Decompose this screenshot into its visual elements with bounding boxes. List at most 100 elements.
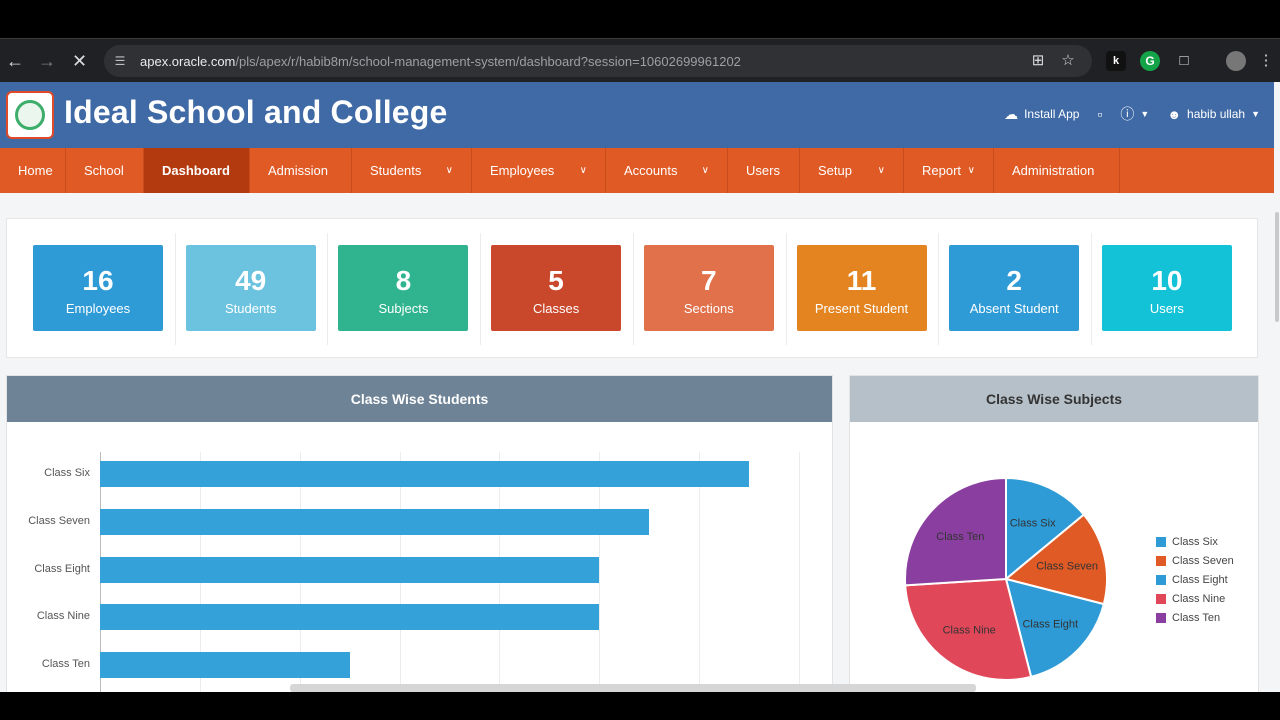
address-bar[interactable]: apex.oracle.com/pls/apex/r/habib8m/schoo…	[104, 45, 1092, 77]
stat-label: Absent Student	[969, 301, 1059, 316]
pie-slice-class-seven[interactable]	[1003, 513, 1108, 606]
bar-category-label: Class Nine	[36, 610, 90, 623]
menu-item-report[interactable]: Report ∨	[904, 148, 994, 193]
install-app-button[interactable]: ☁ Install App	[1004, 106, 1079, 123]
menu-item-home[interactable]: Home	[0, 148, 66, 193]
panel-title: Class Wise Students	[7, 376, 832, 422]
site-title[interactable]: Ideal School and College	[64, 94, 448, 130]
legend-swatch	[1156, 537, 1166, 547]
chevron-down-icon: ▼	[1140, 109, 1150, 119]
legend-item-class-six[interactable]: Class Six	[1156, 536, 1218, 548]
scrollbar-thumb[interactable]	[1275, 212, 1279, 322]
back-icon[interactable]: ←	[6, 50, 24, 71]
chevron-down-icon: ∨	[701, 165, 709, 176]
menu-item-label: Report	[922, 163, 962, 178]
gridline	[799, 452, 800, 692]
tile-divider	[174, 233, 176, 345]
legend-swatch	[1156, 613, 1166, 623]
pie-slice-class-six[interactable]	[1005, 476, 1086, 582]
bar-class-eight[interactable]	[100, 556, 600, 583]
bar-class-six[interactable]	[100, 461, 750, 487]
help-icon: ⓘ	[1120, 106, 1135, 122]
chat-icon[interactable]: ▫	[1097, 106, 1103, 122]
tile-divider	[632, 233, 634, 345]
install-app-label: Install App	[1024, 107, 1080, 121]
gridline	[599, 452, 601, 692]
stat-label: Users	[1149, 301, 1184, 316]
star-icon[interactable]: ☆	[1061, 52, 1075, 69]
menu-item-employees[interactable]: Employees ∨	[472, 148, 606, 193]
legend-swatch	[1156, 575, 1166, 585]
menu-item-accounts[interactable]: Accounts ∨	[606, 148, 728, 193]
stat-tile-users[interactable]: 10 Users	[1101, 245, 1232, 331]
extension-icon[interactable]: k	[1106, 51, 1126, 71]
stats-region: 16 Employees 49 Students 8 Subjects 5 Classes 7 S…	[6, 218, 1258, 358]
stat-tile-sections[interactable]: 7 Sections	[643, 245, 774, 331]
site-info-icon[interactable]: ☰	[114, 54, 126, 68]
menu-item-school[interactable]: School	[66, 148, 144, 193]
forward-icon[interactable]: →	[38, 50, 56, 71]
menu-item-students[interactable]: Students ∨	[352, 148, 472, 193]
stat-tile-subjects[interactable]: 8 Subjects	[338, 245, 469, 331]
install-icon[interactable]: ⊞	[1031, 52, 1045, 69]
chevron-down-icon: ∨	[579, 165, 587, 176]
pie-slice-label: Class Nine	[943, 625, 996, 637]
user-menu[interactable]: ☻ habib ullah ▼	[1167, 107, 1260, 122]
vertical-scrollbar[interactable]	[1274, 82, 1280, 692]
pie-slice-class-eight[interactable]	[1004, 577, 1106, 679]
menu-item-dashboard[interactable]: Dashboard	[144, 148, 250, 193]
pie-slice-label: Class Six	[1010, 517, 1056, 529]
chevron-down-icon: ∨	[967, 165, 975, 176]
url-host: apex.oracle.com	[140, 53, 236, 69]
stat-label: Subjects	[378, 301, 429, 316]
stat-value: 16	[82, 265, 114, 296]
menu-item-label: Students	[370, 163, 422, 178]
legend-item-class-nine[interactable]: Class Nine	[1156, 593, 1225, 605]
profile-icon[interactable]	[1226, 51, 1246, 71]
user-name: habib ullah	[1187, 107, 1246, 121]
pie-chart: Class Six Class Seven Class Eight Class Nin…	[904, 476, 1108, 681]
bar-class-nine[interactable]	[100, 604, 600, 631]
stat-value: 49	[235, 265, 267, 296]
chevron-down-icon: ▼	[1251, 109, 1260, 119]
menu-item-label: Setup	[818, 163, 852, 178]
menu-item-admission[interactable]: Admission	[250, 148, 352, 193]
menu-item-label: Employees	[490, 163, 555, 178]
bar-chart: Class Six Class Seven Class Eight Class Nin…	[7, 422, 834, 692]
header-actions: ☁ Install App ▫ ⓘ ▼ ☻ habib ullah ▼	[1004, 104, 1260, 124]
menu-item-users[interactable]: Users	[728, 148, 800, 193]
stat-label: Employees	[65, 301, 131, 316]
menu-icon[interactable]: ⋮	[1258, 52, 1274, 69]
pie-slice-class-ten[interactable]	[904, 476, 1007, 587]
tile-divider	[1090, 233, 1092, 345]
stat-tile-present-student[interactable]: 11 Present Student	[796, 245, 927, 331]
chevron-down-icon: ∨	[445, 165, 453, 176]
puzzle-icon[interactable]: □	[1179, 52, 1189, 69]
legend-item-class-seven[interactable]: Class Seven	[1156, 555, 1234, 567]
main-menu: Home School Dashboard Admission Students ∨ Emp…	[0, 148, 1280, 193]
gridline	[699, 452, 701, 692]
stop-icon[interactable]: ✕	[72, 50, 88, 71]
pie-slice-class-nine[interactable]	[904, 577, 1033, 681]
menu-item-setup[interactable]: Setup ∨	[800, 148, 904, 193]
user-icon: ☻	[1167, 106, 1182, 122]
stat-tile-students[interactable]: 49 Students	[185, 245, 316, 331]
grammarly-icon[interactable]: G	[1140, 51, 1160, 71]
bar-class-ten[interactable]	[100, 652, 350, 679]
school-logo[interactable]	[6, 91, 54, 139]
menu-item-administration[interactable]: Administration	[994, 148, 1120, 193]
stat-tile-classes[interactable]: 5 Classes	[491, 245, 622, 331]
legend-item-class-ten[interactable]: Class Ten	[1156, 612, 1220, 624]
chevron-down-icon: ∨	[877, 165, 885, 176]
legend-item-class-eight[interactable]: Class Eight	[1156, 574, 1228, 586]
class-wise-students-panel: Class Wise Students Class Six Class Seven…	[6, 375, 833, 692]
horizontal-scrollbar[interactable]	[290, 684, 976, 692]
bar-class-seven[interactable]	[100, 508, 650, 535]
panel-title: Class Wise Subjects	[850, 376, 1258, 422]
stat-tile-absent-student[interactable]: 2 Absent Student	[949, 245, 1080, 331]
tile-divider	[327, 233, 329, 345]
help-menu[interactable]: ⓘ ▼	[1120, 104, 1149, 124]
menu-item-label: Administration	[1012, 163, 1095, 178]
stat-tile-employees[interactable]: 16 Employees	[33, 245, 163, 331]
